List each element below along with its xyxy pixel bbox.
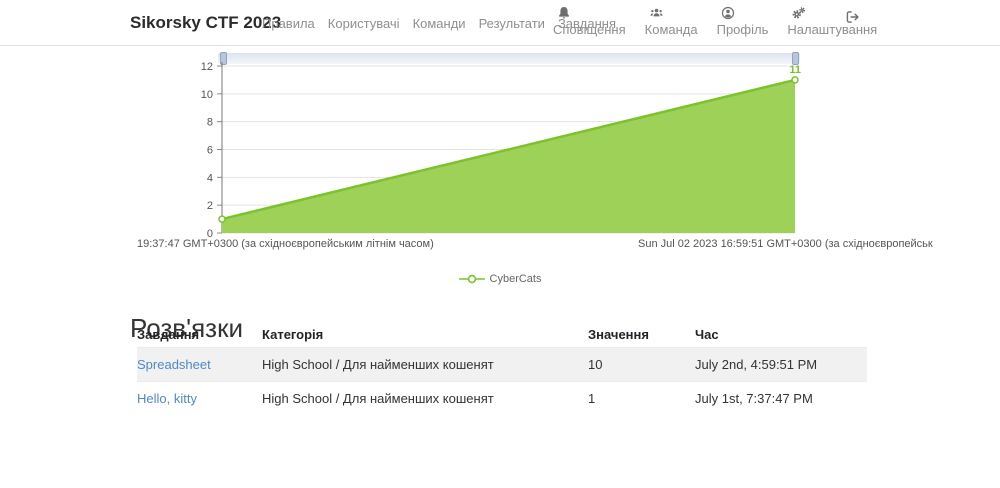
team-icon (649, 6, 664, 20)
value-cell: 1 (588, 391, 695, 406)
nav-link-scoreboard[interactable]: Результати (479, 16, 545, 31)
svg-text:4: 4 (207, 172, 213, 184)
navbar: Sikorsky CTF 2023 Правила Користувачі Ко… (0, 0, 1000, 46)
chart-legend: CyberCats (0, 271, 1000, 289)
column-header-task: Завдання (137, 327, 262, 342)
nav-item-settings[interactable]: Налаштування (787, 6, 877, 37)
nav-item-label: Профіль (717, 22, 769, 37)
x-axis-start-label: 19:37:47 GMT+0300 (за східноєвропейським… (137, 238, 434, 250)
nav-link-rules[interactable]: Правила (262, 16, 315, 31)
x-axis-end-label: Sun Jul 02 2023 16:59:51 GMT+0300 (за сх… (638, 238, 933, 250)
svg-text:6: 6 (207, 145, 213, 157)
logout-button[interactable] (845, 10, 860, 29)
challenge-link[interactable]: Spreadsheet (137, 357, 262, 372)
profile-icon (721, 6, 735, 20)
solves-table: Завдання Категорія Значення Час Spreadsh… (137, 322, 867, 415)
time-cell: July 2nd, 4:59:51 PM (695, 357, 867, 372)
nav-item-label: Сповіщення (553, 22, 626, 37)
nav-item-team[interactable]: Команда (645, 6, 698, 37)
table-row: Spreadsheet High School / Для найменших … (137, 347, 867, 381)
value-cell: 10 (588, 357, 695, 372)
time-cell: July 1st, 7:37:47 PM (695, 391, 867, 406)
table-header-row: Завдання Категорія Значення Час (137, 322, 867, 347)
legend-marker-icon (459, 274, 485, 284)
column-header-time: Час (695, 327, 867, 342)
settings-icon (791, 6, 806, 20)
nav-item-label: Команда (645, 22, 698, 37)
svg-text:10: 10 (201, 89, 213, 101)
icon-nav: Сповіщення Команда Пр (553, 6, 877, 37)
legend-item-cybercats[interactable]: CyberCats (459, 273, 542, 285)
brand-title[interactable]: Sikorsky CTF 2023 (130, 13, 281, 33)
bell-icon (557, 6, 571, 20)
team-page: Sikorsky CTF 2023 Правила Користувачі Ко… (0, 0, 1000, 488)
column-header-value: Значення (588, 327, 695, 342)
logout-icon (845, 10, 860, 24)
column-header-category: Категорія (262, 327, 588, 342)
svg-text:11: 11 (789, 64, 801, 76)
legend-label: CyberCats (490, 273, 542, 285)
nav-item-label: Налаштування (787, 22, 877, 37)
svg-text:12: 12 (201, 61, 213, 73)
score-chart: 02468101211 (0, 45, 1000, 250)
nav-link-teams[interactable]: Команди (413, 16, 466, 31)
nav-item-notifications[interactable]: Сповіщення (553, 6, 626, 37)
svg-text:8: 8 (207, 117, 213, 129)
table-row: Hello, kitty High School / Для найменших… (137, 381, 867, 415)
category-cell: High School / Для найменших кошенят (262, 357, 588, 372)
nav-link-users[interactable]: Користувачі (328, 16, 400, 31)
category-cell: High School / Для найменших кошенят (262, 391, 588, 406)
challenge-link[interactable]: Hello, kitty (137, 391, 262, 406)
svg-text:2: 2 (207, 200, 213, 212)
nav-item-profile[interactable]: Профіль (717, 6, 769, 37)
